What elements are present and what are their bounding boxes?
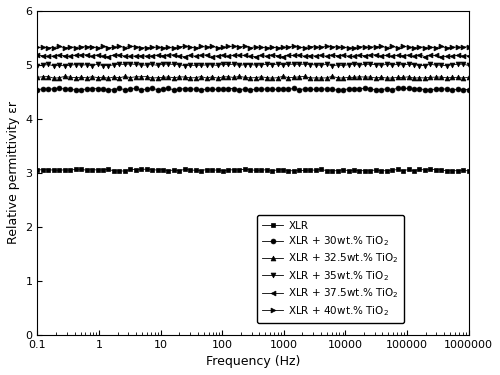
Line: XLR + 35wt.% TiO$_2$: XLR + 35wt.% TiO$_2$: [35, 62, 471, 68]
XLR: [296, 168, 302, 173]
XLR + 40wt.% TiO$_2$: [296, 45, 302, 50]
Line: XLR + 40wt.% TiO$_2$: XLR + 40wt.% TiO$_2$: [35, 44, 471, 51]
XLR + 37.5wt.% TiO$_2$: [302, 54, 308, 58]
XLR: [466, 169, 471, 173]
XLR: [302, 168, 308, 172]
XLR: [428, 167, 434, 171]
X-axis label: Frequency (Hz): Frequency (Hz): [206, 355, 300, 368]
Line: XLR + 37.5wt.% TiO$_2$: XLR + 37.5wt.% TiO$_2$: [35, 53, 471, 59]
XLR + 37.5wt.% TiO$_2$: [466, 53, 471, 58]
XLR + 32.5wt.% TiO$_2$: [308, 76, 314, 80]
XLR + 32.5wt.% TiO$_2$: [340, 76, 346, 80]
XLR + 30wt.% TiO$_2$: [340, 88, 346, 92]
XLR + 30wt.% TiO$_2$: [56, 86, 62, 90]
XLR + 30wt.% TiO$_2$: [231, 86, 237, 91]
XLR + 40wt.% TiO$_2$: [313, 45, 319, 49]
Y-axis label: Relative permittivity εr: Relative permittivity εr: [7, 101, 20, 244]
XLR + 37.5wt.% TiO$_2$: [373, 53, 379, 57]
XLR + 30wt.% TiO$_2$: [34, 88, 40, 92]
XLR + 35wt.% TiO$_2$: [51, 64, 57, 68]
XLR + 30wt.% TiO$_2$: [334, 88, 340, 92]
XLR + 40wt.% TiO$_2$: [422, 45, 428, 50]
XLR + 30wt.% TiO$_2$: [318, 87, 324, 91]
XLR + 40wt.% TiO$_2$: [444, 46, 450, 50]
XLR + 35wt.% TiO$_2$: [302, 62, 308, 66]
Line: XLR: XLR: [35, 167, 471, 174]
XLR: [324, 169, 330, 173]
XLR + 40wt.% TiO$_2$: [226, 44, 232, 49]
XLR: [340, 168, 346, 172]
XLR + 37.5wt.% TiO$_2$: [318, 53, 324, 57]
XLR + 32.5wt.% TiO$_2$: [106, 76, 112, 81]
XLR + 35wt.% TiO$_2$: [324, 62, 330, 66]
XLR + 40wt.% TiO$_2$: [34, 45, 40, 50]
XLR + 35wt.% TiO$_2$: [127, 62, 133, 66]
XLR + 35wt.% TiO$_2$: [428, 62, 434, 66]
XLR + 37.5wt.% TiO$_2$: [34, 53, 40, 57]
XLR + 35wt.% TiO$_2$: [340, 63, 346, 68]
XLR + 30wt.% TiO$_2$: [296, 87, 302, 92]
Legend: XLR, XLR + 30wt.% TiO$_2$, XLR + 32.5wt.% TiO$_2$, XLR + 35wt.% TiO$_2$, XLR + 3: XLR, XLR + 30wt.% TiO$_2$, XLR + 32.5wt.…: [257, 215, 404, 323]
XLR: [318, 167, 324, 171]
XLR + 35wt.% TiO$_2$: [308, 62, 314, 67]
XLR + 35wt.% TiO$_2$: [34, 63, 40, 68]
XLR + 40wt.% TiO$_2$: [400, 44, 406, 48]
XLR + 32.5wt.% TiO$_2$: [466, 75, 471, 80]
XLR + 37.5wt.% TiO$_2$: [231, 53, 237, 57]
XLR + 37.5wt.% TiO$_2$: [428, 53, 434, 58]
XLR + 32.5wt.% TiO$_2$: [302, 74, 308, 79]
XLR: [220, 169, 226, 173]
XLR + 30wt.% TiO$_2$: [466, 87, 471, 92]
XLR + 37.5wt.% TiO$_2$: [106, 54, 112, 59]
XLR + 35wt.% TiO$_2$: [236, 63, 242, 68]
XLR: [231, 168, 237, 172]
XLR + 32.5wt.% TiO$_2$: [231, 75, 237, 80]
XLR + 37.5wt.% TiO$_2$: [296, 53, 302, 57]
XLR + 40wt.% TiO$_2$: [291, 44, 297, 49]
XLR + 30wt.% TiO$_2$: [428, 87, 434, 92]
XLR + 32.5wt.% TiO$_2$: [34, 75, 40, 80]
XLR + 40wt.% TiO$_2$: [466, 45, 471, 49]
XLR + 32.5wt.% TiO$_2$: [428, 75, 434, 80]
XLR + 37.5wt.% TiO$_2$: [334, 54, 340, 58]
XLR + 32.5wt.% TiO$_2$: [280, 74, 286, 79]
XLR: [34, 168, 40, 172]
XLR + 35wt.% TiO$_2$: [466, 63, 471, 68]
XLR + 32.5wt.% TiO$_2$: [324, 76, 330, 80]
XLR + 40wt.% TiO$_2$: [329, 45, 335, 49]
Line: XLR + 30wt.% TiO$_2$: XLR + 30wt.% TiO$_2$: [35, 86, 471, 93]
XLR + 30wt.% TiO$_2$: [302, 87, 308, 91]
Line: XLR + 32.5wt.% TiO$_2$: XLR + 32.5wt.% TiO$_2$: [35, 74, 471, 81]
